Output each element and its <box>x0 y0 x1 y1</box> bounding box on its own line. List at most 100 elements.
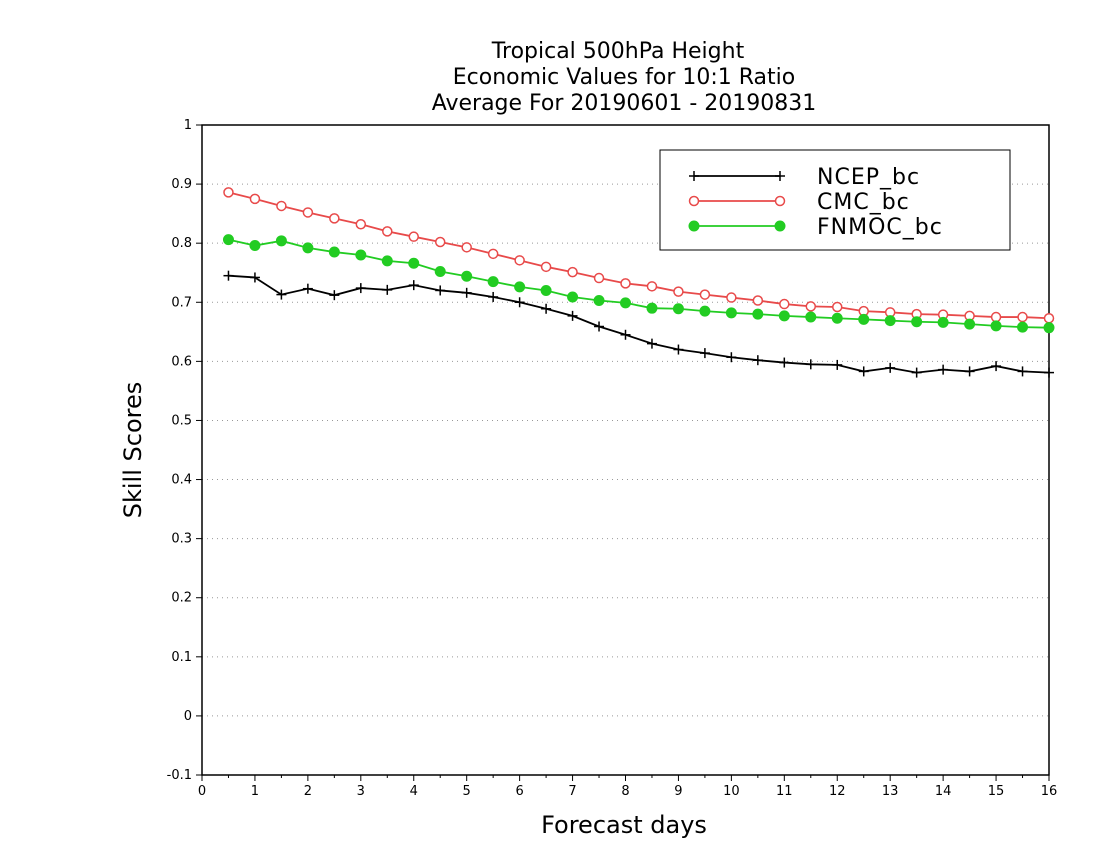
data-point <box>937 316 949 328</box>
data-point <box>355 249 367 261</box>
y-axis-label: Skill Scores <box>119 382 147 519</box>
data-point <box>540 284 552 296</box>
data-point <box>774 220 786 232</box>
data-point <box>778 310 790 322</box>
data-point <box>779 357 790 368</box>
data-point <box>832 359 843 370</box>
y-tick-label: 0.8 <box>171 236 192 251</box>
data-point <box>223 187 234 198</box>
y-tick-label: 0.9 <box>171 177 192 192</box>
data-point <box>276 200 287 212</box>
data-point <box>329 213 340 224</box>
y-tick-label: 1 <box>184 118 192 133</box>
y-tick-label: -0.1 <box>167 768 192 783</box>
data-point <box>302 242 314 254</box>
data-point <box>990 311 1002 323</box>
series-line <box>228 274 1050 374</box>
x-tick-label: 0 <box>198 784 206 799</box>
x-tick-label: 11 <box>776 784 793 799</box>
data-point <box>567 291 579 303</box>
data-point <box>858 366 869 377</box>
data-point <box>646 338 657 349</box>
data-point <box>355 283 366 294</box>
data-point <box>1043 312 1055 324</box>
data-point <box>276 289 287 300</box>
x-tick-label: 1 <box>251 784 259 799</box>
x-tick-label: 5 <box>463 784 471 799</box>
title-line-1: Tropical 500hPa Height <box>491 39 745 64</box>
data-point <box>435 285 446 296</box>
data-point <box>514 297 525 308</box>
data-point <box>990 320 1002 332</box>
data-point <box>689 171 699 181</box>
data-point <box>461 242 472 253</box>
data-point <box>699 289 711 300</box>
x-tick-label: 12 <box>829 784 846 799</box>
data-point <box>1017 321 1029 333</box>
data-point <box>646 281 658 292</box>
data-point <box>938 364 949 375</box>
series-ncep-bc <box>223 270 1054 378</box>
data-point <box>725 307 737 319</box>
data-point <box>673 344 684 355</box>
data-point <box>885 362 896 373</box>
x-tick-label: 7 <box>568 784 576 799</box>
data-point <box>1043 322 1055 334</box>
legend-box <box>659 149 1011 251</box>
chart-title: Tropical 500hPa Height Economic Values f… <box>432 39 817 116</box>
series-fnmoc-bc <box>222 234 1055 334</box>
x-tick-label: 2 <box>304 784 312 799</box>
data-point <box>408 280 419 291</box>
y-tick-label: 0.6 <box>171 354 192 369</box>
data-point <box>567 266 578 278</box>
data-point <box>487 276 499 288</box>
data-point <box>223 270 234 281</box>
data-point <box>408 231 419 242</box>
y-tick-label: 0.1 <box>171 650 192 665</box>
data-point <box>381 255 393 267</box>
data-point <box>752 308 764 320</box>
data-point <box>726 352 737 363</box>
series-lines <box>222 187 1055 378</box>
data-point <box>249 272 260 283</box>
data-point <box>911 367 922 378</box>
data-point <box>434 266 446 278</box>
data-point <box>541 303 552 314</box>
data-point <box>1044 367 1054 378</box>
data-point <box>434 236 446 248</box>
legend-item-ncep-bc: NCEP_bc <box>689 165 920 190</box>
x-tick-label: 8 <box>621 784 629 799</box>
data-point <box>408 257 420 269</box>
legend-label: NCEP_bc <box>817 165 920 190</box>
data-point <box>461 287 472 298</box>
data-point <box>249 193 261 205</box>
data-point <box>275 235 287 247</box>
x-tick-label: 13 <box>882 784 899 799</box>
data-point <box>514 255 525 266</box>
x-tick-label: 15 <box>988 784 1005 799</box>
y-tick-label: 0.5 <box>171 413 192 428</box>
data-point <box>620 297 631 309</box>
x-tick-label: 6 <box>515 784 523 799</box>
data-point <box>858 313 870 325</box>
data-point <box>726 292 737 303</box>
data-point <box>461 270 473 282</box>
data-point <box>487 248 499 260</box>
data-point <box>620 329 631 340</box>
data-point <box>673 286 684 297</box>
data-point <box>355 219 367 230</box>
data-point <box>1017 311 1028 323</box>
data-point <box>805 359 816 370</box>
data-point <box>832 301 843 313</box>
data-point <box>514 281 526 293</box>
title-line-3: Average For 20190601 - 20190831 <box>432 91 817 116</box>
data-point <box>699 348 710 359</box>
x-tick-label: 3 <box>357 784 365 799</box>
data-point <box>699 305 711 317</box>
series-cmc-bc <box>223 187 1055 324</box>
data-point <box>382 226 393 237</box>
x-tick-label: 14 <box>935 784 952 799</box>
data-point <box>302 207 314 218</box>
